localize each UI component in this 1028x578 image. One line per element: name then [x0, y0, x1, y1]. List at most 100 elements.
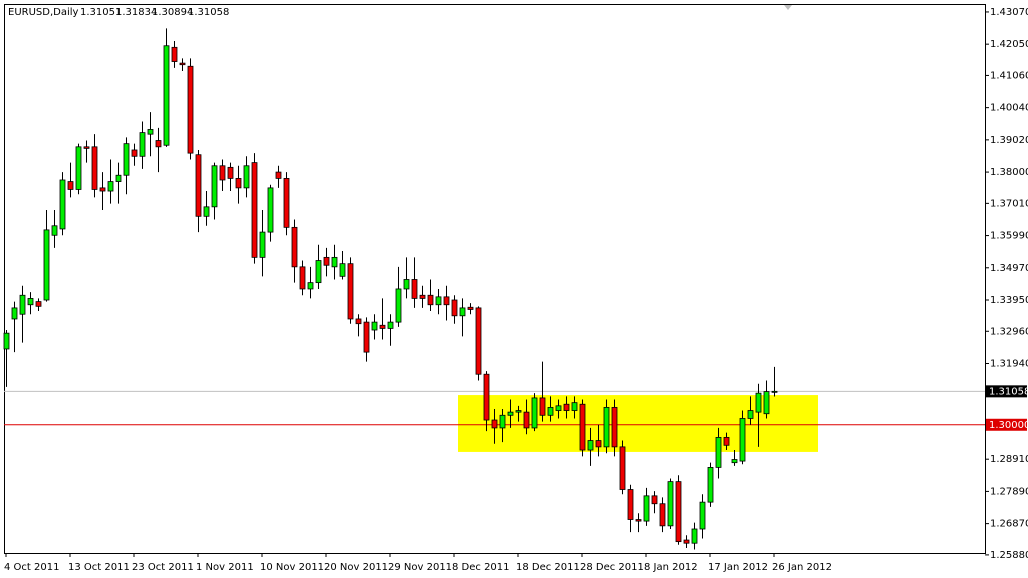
candle-body [155, 140, 162, 148]
x-tick-label: 8 Jan 2012 [644, 562, 698, 573]
candle-body [475, 307, 482, 375]
x-tick-label: 1 Nov 2011 [196, 562, 254, 573]
candle-body [171, 46, 178, 62]
candle-body [35, 301, 42, 307]
candle-body [771, 390, 778, 393]
candle-body [99, 187, 106, 192]
candle-body [147, 129, 154, 135]
candle-body [571, 402, 578, 411]
x-tick-label: 17 Jan 2012 [708, 562, 768, 573]
candle-body [187, 65, 194, 154]
candle-body [419, 294, 426, 299]
candle-body [683, 539, 690, 544]
candle-body [427, 294, 434, 306]
y-tick-label: 1.37010 [990, 198, 1028, 209]
candle-body [331, 256, 338, 268]
candle-body [3, 332, 10, 350]
candle-body [587, 440, 594, 451]
candle-body [75, 146, 82, 190]
candle-body [131, 149, 138, 157]
candle-body [251, 162, 258, 258]
candle-body [675, 481, 682, 543]
y-tick-label: 1.26870 [990, 519, 1028, 530]
candle-body [659, 503, 666, 527]
candle-body [315, 260, 322, 284]
candle-body [467, 306, 474, 310]
candle-body [531, 397, 538, 429]
candle-body [123, 143, 130, 176]
candle-body [499, 414, 506, 429]
candle-body [755, 392, 762, 413]
candle-body [211, 165, 218, 208]
candle-body [403, 279, 410, 290]
candle-body [739, 418, 746, 462]
candle-body [435, 296, 442, 306]
candle-body [555, 405, 562, 411]
y-tick-label: 1.41060 [990, 70, 1028, 81]
candle-body [731, 459, 738, 464]
candle-body [355, 318, 362, 325]
candle-body [139, 132, 146, 157]
candle-body [43, 229, 50, 301]
candle-body [259, 231, 266, 258]
candle-body [323, 256, 330, 266]
candle-body [115, 174, 122, 182]
candle-body [443, 296, 450, 306]
y-tick-label: 1.42050 [990, 39, 1028, 50]
x-tick-label: 13 Oct 2011 [68, 562, 130, 573]
header-high: 1.31834 [116, 7, 157, 18]
x-tick-label: 26 Jan 2012 [772, 562, 832, 573]
y-tick-label: 1.31940 [990, 358, 1028, 369]
y-tick-label: 1.40040 [990, 103, 1028, 114]
candle-body [627, 489, 634, 520]
candle-body [27, 298, 34, 306]
candle-body [579, 403, 586, 451]
candle-body [59, 179, 66, 230]
current-price-label-box [986, 385, 1027, 398]
candle-body [507, 411, 514, 416]
candle-body [83, 146, 90, 149]
header-low: 1.30894 [152, 7, 193, 18]
y-tick-label: 1.32960 [990, 326, 1028, 337]
plot-frame [4, 4, 986, 554]
candle-body [339, 263, 346, 277]
candle-body [595, 440, 602, 448]
x-tick-label: 20 Nov 2011 [324, 562, 388, 573]
candle-body [539, 397, 546, 416]
x-tick-label: 28 Dec 2011 [580, 562, 644, 573]
candle-body [643, 495, 650, 522]
candle-body [227, 166, 234, 179]
candle-body [51, 225, 58, 236]
y-tick-label: 1.38000 [990, 167, 1028, 178]
level-label-box [986, 418, 1027, 431]
candle-body [179, 62, 186, 66]
x-tick-label: 10 Nov 2011 [260, 562, 324, 573]
y-tick-label: 1.28910 [990, 454, 1028, 465]
candle-body [275, 171, 282, 179]
candle-body [283, 178, 290, 228]
header-close: 1.31058 [188, 7, 229, 18]
candle-body [747, 410, 754, 419]
candle-body [395, 288, 402, 323]
chart-shift-marker [784, 5, 792, 10]
candle-body [347, 263, 354, 320]
candle-body [67, 181, 74, 190]
candle-body [163, 45, 170, 146]
y-tick-label: 1.33950 [990, 295, 1028, 306]
candle-body [363, 321, 370, 353]
candle-body [387, 321, 394, 329]
candle-body [243, 165, 250, 189]
candle-body [707, 467, 714, 503]
candle-body [651, 495, 658, 505]
x-tick-label: 29 Nov 2011 [388, 562, 452, 573]
candle-body [699, 501, 706, 530]
candle-body [19, 294, 26, 315]
candle-body [763, 391, 770, 415]
candle-body [267, 187, 274, 233]
candle-body [291, 226, 298, 268]
candle-body [379, 324, 386, 329]
header-open: 1.31051 [80, 7, 121, 18]
candle-body [299, 266, 306, 290]
